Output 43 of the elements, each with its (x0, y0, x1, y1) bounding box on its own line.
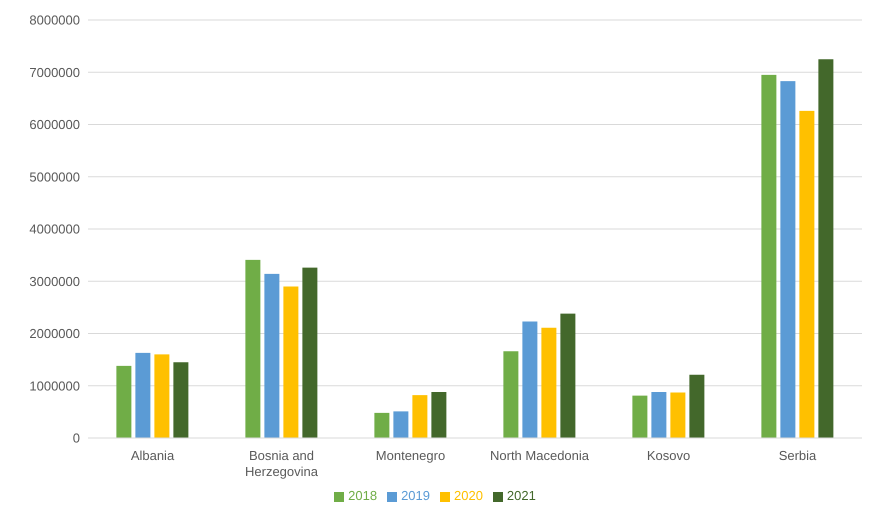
bar (761, 74, 776, 438)
legend-label: 2020 (454, 488, 483, 503)
bar (651, 392, 666, 438)
bar (503, 351, 518, 438)
bar (560, 314, 576, 438)
y-tick-label: 3000000 (29, 274, 80, 289)
legend-label: 2018 (348, 488, 378, 503)
x-tick-label: Kosovo (646, 448, 690, 463)
bar (541, 328, 556, 438)
bar (283, 286, 298, 438)
bar (264, 274, 280, 438)
x-tick-label: Albania (130, 448, 175, 463)
bar (154, 354, 170, 438)
bar (799, 110, 814, 438)
bar (245, 260, 260, 438)
y-tick-label: 7000000 (29, 64, 80, 80)
y-tick-label: 0 (72, 430, 80, 446)
legend-label: 2021 (506, 488, 536, 503)
y-tick-label: 8000000 (29, 12, 80, 28)
bar (135, 352, 150, 438)
bar (302, 268, 318, 438)
bar (670, 392, 686, 438)
bar (374, 412, 390, 438)
bar (393, 411, 408, 438)
y-tick-label: 2000000 (29, 326, 80, 342)
bar (173, 362, 188, 438)
bar (689, 374, 704, 438)
bar (412, 395, 428, 438)
bar (522, 321, 538, 438)
y-tick-label: 4000000 (29, 222, 80, 237)
y-tick-label: 5000000 (29, 169, 80, 184)
bar (780, 81, 796, 438)
x-tick-label: Bosnia and Herzegovina (245, 448, 319, 479)
bar (431, 392, 446, 438)
legend-label: 2019 (401, 488, 430, 503)
x-tick-label: Montenegro (376, 448, 446, 463)
y-tick-label: 6000000 (29, 117, 80, 132)
x-tick-label: Serbia (778, 448, 818, 463)
y-tick-label: 1000000 (29, 378, 80, 394)
x-tick-label: North Macedonia (490, 448, 590, 463)
bar (116, 366, 132, 438)
bar (818, 59, 834, 438)
bar (632, 396, 648, 438)
